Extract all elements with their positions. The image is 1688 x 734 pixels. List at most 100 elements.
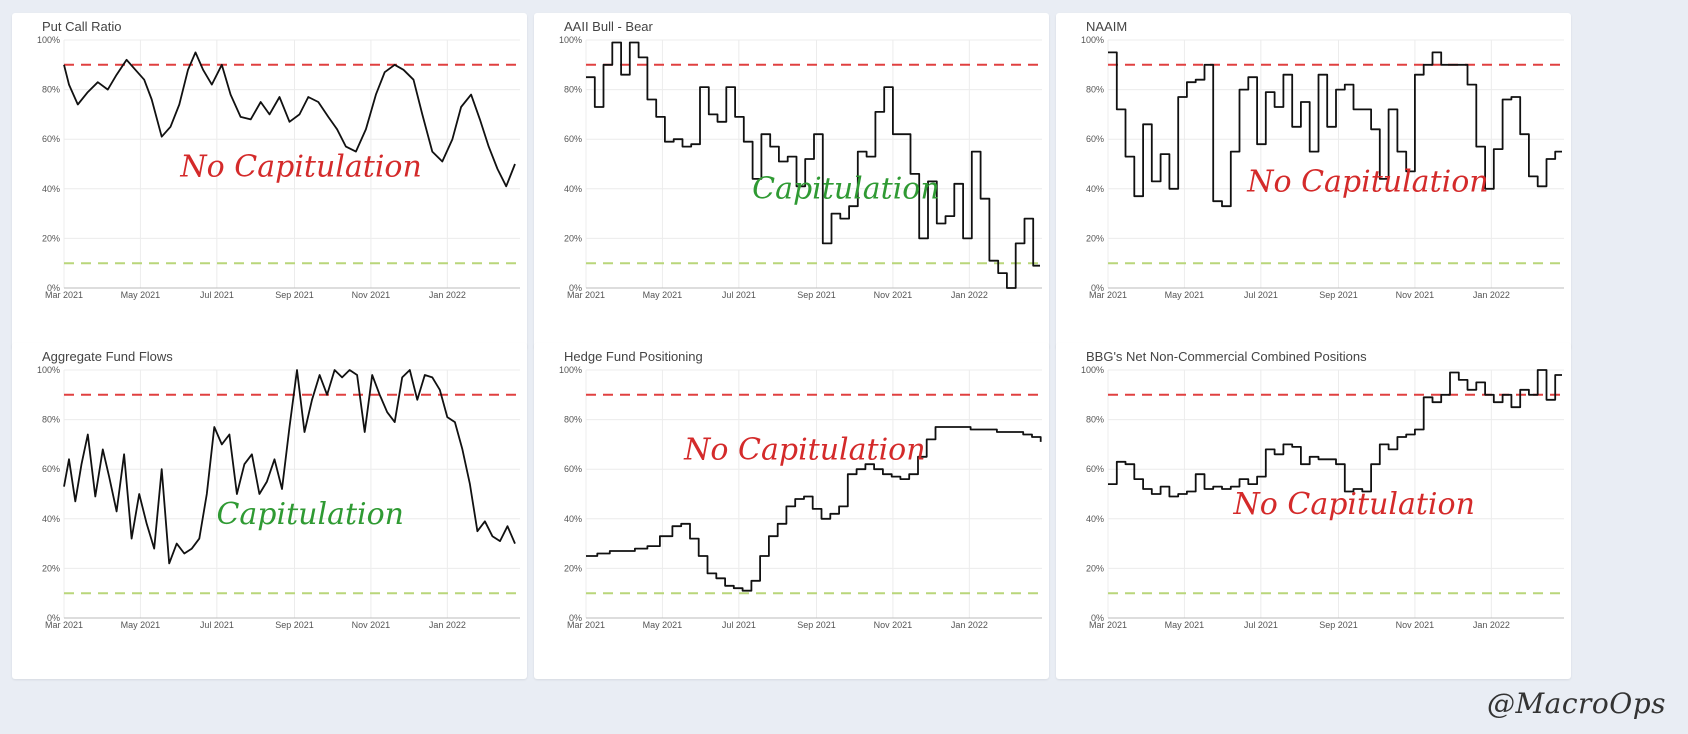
x-tick-label: Jan 2022: [1473, 620, 1510, 630]
chart-panel-aggregate-fund-flows: Aggregate Fund Flows 0% 20% 40% 60% 80% 100% M…: [12, 343, 527, 679]
x-tick-label: Mar 2021: [1089, 290, 1127, 300]
chart-panel-naaim: NAAIM 0% 20% 40% 60% 80% 100% Mar 2021 May 2021…: [1056, 13, 1571, 349]
x-tick-label: May 2021: [643, 620, 683, 630]
x-tick-label: Jul 2021: [200, 290, 234, 300]
chart-title: NAAIM: [1086, 19, 1128, 34]
x-tick-label: Nov 2021: [352, 290, 391, 300]
y-tick-label: 40%: [42, 184, 60, 194]
chart-title: Hedge Fund Positioning: [564, 349, 703, 364]
verdict-annotation: No Capitulation: [1246, 164, 1488, 199]
x-tick-label: Nov 2021: [352, 620, 391, 630]
y-tick-label: 0%: [1091, 613, 1104, 623]
x-tick-label: Jan 2022: [951, 620, 988, 630]
chart-svg: 0% 20% 40% 60% 80% 100% Mar 2021 May 2021 Jul 20…: [37, 365, 520, 630]
chart-panel-bbg-net-positions: BBG's Net Non-Commercial Combined Positi…: [1056, 343, 1571, 679]
series-line: [63, 51, 516, 188]
y-tick-label: 0%: [47, 613, 60, 623]
x-tick-label: Sep 2021: [797, 290, 836, 300]
x-tick-label: May 2021: [1165, 620, 1205, 630]
y-tick-label: 0%: [47, 283, 60, 293]
chart-title: Put Call Ratio: [42, 19, 122, 34]
verdict-annotation: No Capitulation: [683, 432, 925, 467]
y-tick-label: 100%: [559, 35, 582, 45]
y-tick-label: 0%: [569, 283, 582, 293]
chart-title: AAII Bull - Bear: [564, 19, 653, 34]
y-tick-label: 20%: [564, 563, 582, 573]
x-tick-label: Mar 2021: [45, 620, 83, 630]
x-tick-label: Mar 2021: [567, 290, 605, 300]
x-tick-label: Jul 2021: [1244, 290, 1278, 300]
x-tick-label: Sep 2021: [275, 290, 314, 300]
series-line: [586, 41, 1040, 289]
y-tick-label: 100%: [559, 365, 582, 375]
x-tick-label: Mar 2021: [45, 290, 83, 300]
series-line: [1108, 51, 1562, 208]
chart-panel-aaii-bull-bear: AAII Bull - Bear 0% 20% 40% 60% 80% 100% Mar 2…: [534, 13, 1049, 349]
x-tick-label: Jan 2022: [1473, 290, 1510, 300]
y-tick-label: 100%: [37, 35, 60, 45]
y-tick-label: 80%: [42, 85, 60, 95]
x-tick-label: Nov 2021: [1396, 620, 1435, 630]
verdict-annotation: Capitulation: [752, 172, 940, 207]
y-tick-label: 60%: [1086, 464, 1104, 474]
chart-title: Aggregate Fund Flows: [42, 349, 173, 364]
x-tick-label: Nov 2021: [1396, 290, 1435, 300]
x-tick-label: Jan 2022: [429, 290, 466, 300]
x-tick-label: Sep 2021: [1319, 620, 1358, 630]
y-tick-label: 20%: [1086, 563, 1104, 573]
chart-svg: 0% 20% 40% 60% 80% 100% Mar 2021 May 2021 Jul 20…: [559, 35, 1042, 300]
verdict-annotation: No Capitulation: [1233, 487, 1475, 522]
x-tick-label: Sep 2021: [275, 620, 314, 630]
chart-svg: 0% 20% 40% 60% 80% 100% Mar 2021 May 2021 Jul 20…: [1081, 365, 1564, 630]
x-tick-label: May 2021: [121, 290, 161, 300]
y-tick-label: 40%: [564, 514, 582, 524]
x-tick-label: Jul 2021: [722, 290, 756, 300]
x-tick-label: Nov 2021: [874, 290, 913, 300]
x-tick-label: Jul 2021: [200, 620, 234, 630]
y-tick-label: 40%: [42, 514, 60, 524]
x-tick-label: Mar 2021: [567, 620, 605, 630]
x-tick-label: Sep 2021: [797, 620, 836, 630]
series-line: [63, 369, 516, 565]
y-tick-label: 60%: [42, 134, 60, 144]
y-tick-label: 80%: [564, 85, 582, 95]
series-line: [1108, 369, 1562, 498]
x-tick-label: Jan 2022: [951, 290, 988, 300]
y-tick-label: 40%: [1086, 514, 1104, 524]
y-tick-label: 80%: [1086, 415, 1104, 425]
x-tick-label: Sep 2021: [1319, 290, 1358, 300]
series-line: [586, 426, 1042, 592]
y-tick-label: 100%: [1081, 35, 1104, 45]
y-tick-label: 20%: [42, 233, 60, 243]
verdict-annotation: Capitulation: [216, 497, 404, 532]
x-tick-label: May 2021: [1165, 290, 1205, 300]
chart-svg: 0% 20% 40% 60% 80% 100% Mar 2021 May 2021 Jul 20…: [559, 365, 1042, 630]
y-tick-label: 80%: [1086, 85, 1104, 95]
y-tick-label: 20%: [1086, 233, 1104, 243]
y-tick-label: 100%: [37, 365, 60, 375]
x-tick-label: May 2021: [643, 290, 683, 300]
x-tick-label: May 2021: [121, 620, 161, 630]
x-tick-label: Jan 2022: [429, 620, 466, 630]
chart-svg: 0% 20% 40% 60% 80% 100% Mar 2021 May 2021 Jul 20…: [37, 35, 520, 300]
y-tick-label: 0%: [1091, 283, 1104, 293]
y-tick-label: 40%: [1086, 184, 1104, 194]
y-tick-label: 60%: [564, 134, 582, 144]
y-tick-label: 100%: [1081, 365, 1104, 375]
chart-panel-put-call-ratio: Put Call Ratio 0% 20% 40% 60% 80% 100% Mar 202…: [12, 13, 527, 349]
verdict-annotation: No Capitulation: [179, 149, 421, 184]
y-tick-label: 60%: [1086, 134, 1104, 144]
y-tick-label: 20%: [42, 563, 60, 573]
y-tick-label: 60%: [42, 464, 60, 474]
x-tick-label: Mar 2021: [1089, 620, 1127, 630]
watermark: @MacroOps: [1486, 687, 1666, 720]
chart-panel-hedge-fund-positioning: Hedge Fund Positioning 0% 20% 40% 60% 80% 100…: [534, 343, 1049, 679]
chart-title: BBG's Net Non-Commercial Combined Positi…: [1086, 349, 1367, 364]
x-tick-label: Jul 2021: [722, 620, 756, 630]
y-tick-label: 80%: [564, 415, 582, 425]
x-tick-label: Jul 2021: [1244, 620, 1278, 630]
y-tick-label: 20%: [564, 233, 582, 243]
y-tick-label: 0%: [569, 613, 582, 623]
x-tick-label: Nov 2021: [874, 620, 913, 630]
y-tick-label: 60%: [564, 464, 582, 474]
